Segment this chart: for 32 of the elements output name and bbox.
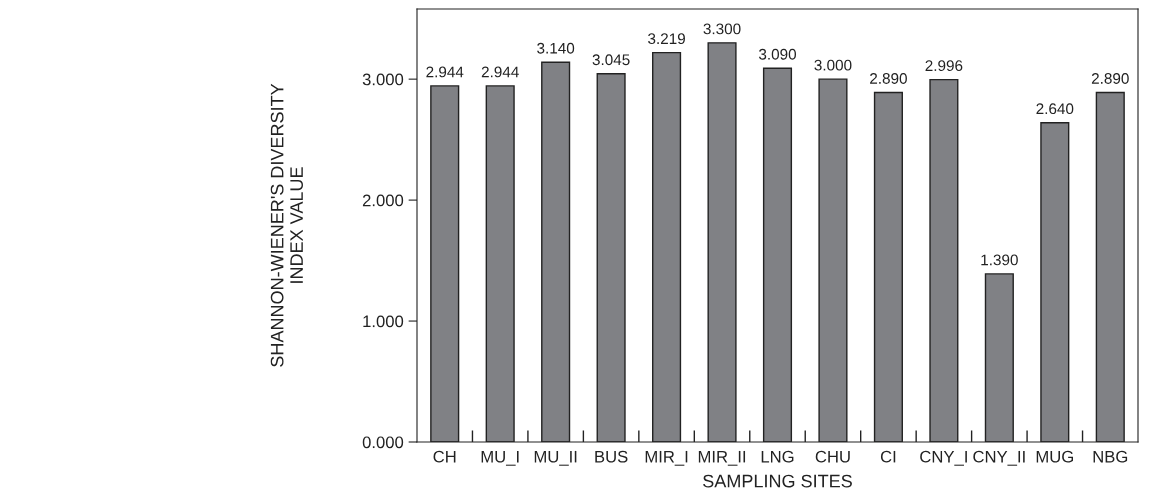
data-label: 3.090 xyxy=(758,48,797,60)
y-tick-label: 2.000 xyxy=(362,194,404,207)
y-axis-title: SHANNON-WIENER'S DIVERSITY INDEX VALUE xyxy=(270,83,303,367)
x-tick-label: LNG xyxy=(761,450,794,463)
data-label: 3.140 xyxy=(537,42,575,54)
x-axis-title: SAMPLING SITES xyxy=(703,474,852,488)
data-label: 3.000 xyxy=(814,59,852,71)
data-label: 1.390 xyxy=(981,254,1018,266)
y-tick-label: 3.000 xyxy=(362,73,404,86)
data-label: 3.045 xyxy=(592,54,630,66)
data-label: 3.300 xyxy=(703,23,741,35)
x-tick-label: CI xyxy=(880,450,896,463)
data-label: 3.219 xyxy=(648,33,685,45)
x-tick-label: MUG xyxy=(1036,450,1073,463)
x-tick-label: NBG xyxy=(1093,450,1128,463)
data-label: 2.890 xyxy=(1091,73,1129,84)
x-tick-label: MU_II xyxy=(534,450,577,466)
x-tick-label: BUS xyxy=(595,450,628,463)
x-tick-label: CNY_II xyxy=(973,450,1025,466)
data-label: 2.944 xyxy=(426,66,464,78)
x-tick-label: MIR_II xyxy=(698,450,746,466)
x-tick-label: CNY_I xyxy=(920,450,967,466)
data-label: 2.996 xyxy=(925,60,963,72)
y-tick-label: 0.000 xyxy=(362,436,404,449)
data-label: 2.640 xyxy=(1036,103,1074,115)
x-tick-label: MU_I xyxy=(481,450,519,466)
data-label: 2.890 xyxy=(870,73,907,84)
x-tick-label: MIR_I xyxy=(645,450,688,466)
data-label: 2.944 xyxy=(481,66,519,78)
y-tick-label: 1.000 xyxy=(363,315,404,328)
x-tick-label: CH xyxy=(433,450,456,463)
x-tick-label: CHU xyxy=(815,450,850,463)
